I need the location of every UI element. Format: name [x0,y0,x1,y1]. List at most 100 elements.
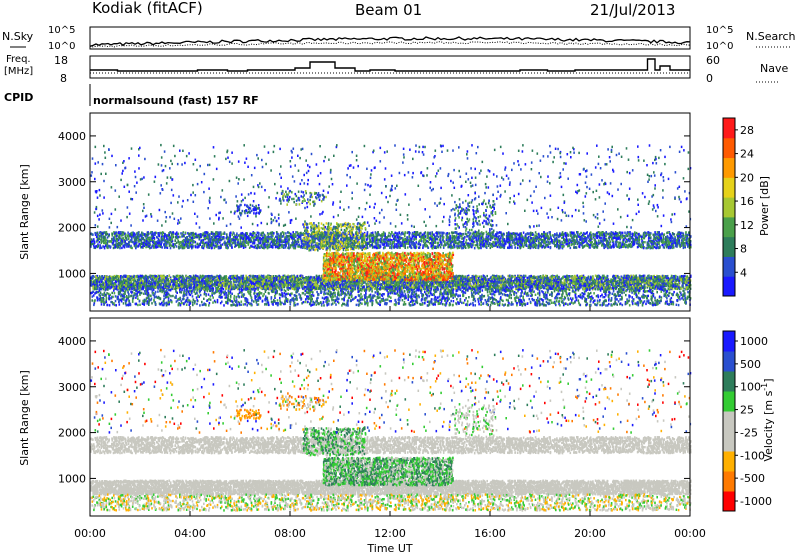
power-echo-cell [621,282,623,284]
power-echo-cell [642,281,644,283]
power-echo-cell [516,285,518,287]
power-echo-cell [172,288,174,290]
noise-panel: N.Sky 10^5 10^0 10^5 10^0 N.Search [2,25,796,52]
power-echo-cell [397,288,399,290]
power-echo-cell [564,279,566,281]
noise-tick-top-left: 10^5 [48,25,75,36]
power-echo-cell [237,288,239,290]
cpid-label: CPID [4,91,33,104]
power-echo-cell [287,276,289,278]
power-echo-cell [378,288,380,290]
power-echo-cell [236,280,238,282]
power-echo-cell [525,275,527,277]
power-echo-cell [510,279,512,281]
power-echo-cell [514,276,516,278]
power-echo-cell [125,287,127,289]
beam-title: Beam 01 [355,1,422,19]
power-echo-cell [655,278,657,280]
power-echo-cell [268,280,270,282]
noise-tick-bottom-left: 10^0 [48,41,75,52]
power-echo-cell [623,275,625,277]
power-echo-cell [272,279,274,281]
power-echo-cell [610,281,612,283]
power-echo-cell [283,286,285,288]
power-echo-cell [484,275,486,277]
power-echo-cell [668,285,670,287]
power-echo-cell [253,283,255,285]
power-echo-cell [276,277,278,279]
power-echo-cell [402,287,404,289]
power-echo-cell [662,281,664,283]
nave-label: Nave [760,62,788,75]
power-echo-cell [97,288,99,290]
power-echo-cell [271,281,273,283]
power-echo-cell [279,288,281,290]
power-echo-cell [308,276,310,278]
power-echo-cell [284,275,286,277]
power-echo-cell [528,276,530,278]
power-echo-cell [500,281,502,283]
power-echo-cell [481,276,483,278]
power-echo-cell [91,277,93,279]
power-echo-cell [213,277,215,279]
power-echo-cell [676,280,678,282]
power-echo-cell [357,279,359,281]
power-echo-cell [512,283,514,285]
freq-label-line2: [MHz] [4,66,33,77]
nave-tick-top: 60 [706,54,720,67]
freq-label-line1: Freq. [6,54,31,65]
power-echo-cell [265,281,267,283]
power-echo-cell [598,281,600,283]
power-echo-cell [415,282,417,284]
power-echo-cell [99,287,101,289]
power-echo-cell [257,285,259,287]
power-echo-cell [233,279,235,281]
cpid-value: normalsound (fast) 157 RF [93,94,259,107]
power-echo-cell [316,275,318,277]
power-echo-cell [527,277,529,279]
power-echo-cell [506,286,508,288]
power-echo-cell [200,285,202,287]
power-echo-cell [574,275,576,277]
power-echo-cell [595,275,597,277]
power-scatter-data [90,144,692,307]
noise-tick-bottom-right: 10^0 [706,41,733,52]
power-echo-cell [637,280,639,282]
power-echo-cell [580,279,582,281]
power-echo-cell [490,277,492,279]
power-echo-cell [571,280,573,282]
power-echo-cell [494,285,496,287]
power-echo-cell [533,283,535,285]
power-echo-cell [596,276,598,278]
freq-tick-bottom: 8 [60,72,67,85]
power-echo-cell [677,280,679,282]
power-echo-cell [143,277,145,279]
power-echo-cell [201,276,203,278]
power-echo-cell [287,278,289,280]
power-echo-cell [605,280,607,282]
noise-tick-top-right: 10^5 [706,25,733,36]
power-echo-cell [336,288,338,290]
power-echo-cell [300,275,302,277]
power-echo-cell [95,275,97,277]
power-echo-cell [168,275,170,277]
frequency-panel: Freq. [MHz] 18 8 60 0 Nave [4,54,788,85]
power-echo-cell [320,282,322,284]
power-echo-cell [266,279,268,281]
frequency-series-line [90,59,690,71]
power-echo-cell [512,276,514,278]
nsearch-series-line [90,42,690,47]
power-echo-cell [650,287,652,289]
power-echo-cell [101,279,103,281]
power-echo-cell [173,275,175,277]
power-echo-cell [465,279,467,281]
power-echo-cell [592,287,594,289]
power-echo-cell [486,275,488,277]
power-echo-cell [191,287,193,289]
power-echo-cell [413,286,415,288]
power-echo-cell [147,276,149,278]
power-echo-cell [410,282,412,284]
power-echo-cell [546,283,548,285]
power-echo-cell [91,283,93,285]
